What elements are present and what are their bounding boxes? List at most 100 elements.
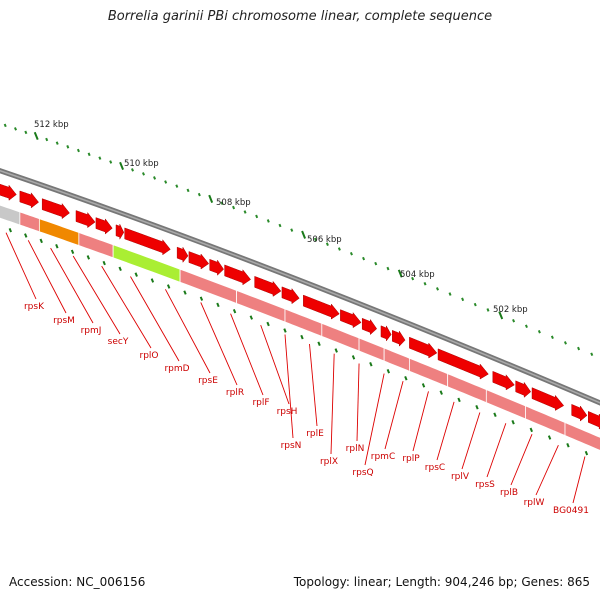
- map-title: Borrelia garinii PBi chromosome linear, …: [107, 9, 493, 24]
- gene-label-leader: [284, 334, 294, 439]
- forward-gene-arrow: [224, 264, 251, 286]
- ruler-minor-tick: [550, 335, 554, 340]
- gene-label: rpsM: [53, 316, 75, 326]
- genome-summary-text: Topology: linear; Length: 904,246 bp; Ge…: [293, 575, 590, 589]
- ruler-minor-tick: [255, 214, 259, 219]
- ruler-minor-tick: [186, 188, 190, 193]
- forward-gene-arrow: [0, 183, 17, 201]
- gene-label: rpsE: [198, 376, 218, 386]
- ruler-minor-tick: [386, 266, 390, 271]
- ruler-minor-tick: [175, 184, 179, 188]
- reverse-strand-track: [0, 204, 600, 451]
- track-tick: [24, 233, 28, 238]
- ruler-minor-tick: [3, 123, 7, 128]
- ruler-major-tick: [33, 131, 39, 140]
- label-leader-lines: [5, 232, 586, 504]
- ruler-minor-tick: [55, 141, 59, 145]
- gene-label: rpsN: [281, 441, 302, 451]
- reverse-gene-segment: [564, 421, 600, 451]
- track-tick: [166, 284, 171, 289]
- ruler-minor-tick: [537, 329, 541, 334]
- forward-gene-arrow: [209, 258, 224, 276]
- forward-gene-arrow: [409, 336, 438, 359]
- gene-label: rplP: [402, 454, 420, 464]
- track-tick: [134, 272, 138, 277]
- gene-label-leader: [384, 381, 404, 450]
- ruler-minor-tick: [337, 247, 341, 251]
- track-tick: [283, 328, 287, 333]
- ruler-minor-tick: [220, 201, 224, 205]
- ruler-minor-tick: [98, 156, 102, 160]
- ruler-minor-tick: [142, 172, 145, 176]
- gene-label-leader: [364, 373, 385, 466]
- forward-gene-arrow: [515, 380, 532, 398]
- ruler-major-tick: [498, 311, 504, 320]
- gene-label: rplR: [226, 388, 244, 398]
- track-tick: [369, 362, 373, 367]
- ruler-ticks: [3, 123, 594, 456]
- forward-gene-arrow: [361, 317, 378, 336]
- gene-label-leader: [50, 247, 94, 324]
- reverse-gene-segment: [485, 389, 526, 420]
- pseudogene-segment: [0, 204, 21, 226]
- forward-gene-arrow: [492, 370, 515, 391]
- track-tick: [511, 420, 515, 425]
- forward-gene-arrow: [437, 348, 489, 380]
- ruler-minor-tick: [109, 160, 113, 164]
- ruler-minor-tick: [325, 242, 329, 246]
- ruler-minor-tick: [423, 281, 427, 286]
- ruler-minor-tick: [164, 180, 168, 184]
- gene-label-leader: [412, 391, 429, 452]
- forward-gene-arrow: [281, 286, 300, 305]
- track-tick: [150, 278, 155, 283]
- gene-label-leader: [461, 412, 481, 470]
- highlighted-gene-green: [112, 244, 181, 283]
- ruler-label: 506 kbp: [307, 235, 342, 245]
- forward-strand-track: [0, 183, 600, 430]
- backbone-line: [0, 168, 600, 406]
- track-tick: [232, 308, 237, 314]
- track-tick: [584, 450, 589, 456]
- forward-gene-arrow: [75, 210, 96, 229]
- gene-label: rplB: [500, 488, 518, 498]
- ruler-minor-tick: [313, 237, 317, 242]
- gene-label-leader: [230, 313, 264, 396]
- gene-label: rplF: [252, 398, 269, 408]
- forward-gene-arrow: [380, 324, 392, 342]
- reverse-gene-segment: [78, 231, 114, 259]
- track-tick: [317, 341, 321, 346]
- ruler-minor-tick: [486, 308, 490, 312]
- gene-label: rpsQ: [352, 468, 373, 478]
- ruler-minor-tick: [473, 302, 477, 307]
- reverse-gene-segment: [19, 211, 40, 233]
- track-tick: [439, 390, 443, 395]
- forward-gene-arrow: [531, 387, 565, 411]
- track-tick: [351, 355, 356, 360]
- gene-label-leader: [309, 343, 318, 427]
- track-tick: [86, 255, 91, 260]
- ruler-minor-tick: [76, 148, 80, 153]
- track-tick: [334, 348, 338, 353]
- gene-label-leader: [5, 232, 37, 300]
- ruler-minor-tick: [362, 256, 366, 261]
- ruler-minor-tick: [197, 192, 201, 197]
- gene-label: rplW: [524, 498, 545, 508]
- ruler-minor-tick: [461, 297, 465, 302]
- ruler-label: 512 kbp: [34, 120, 69, 130]
- gene-label: rpsK: [24, 302, 45, 312]
- ruler-minor-tick: [278, 223, 282, 228]
- gene-label-leader: [330, 353, 335, 455]
- gene-label: secY: [108, 337, 129, 347]
- ruler-minor-tick: [436, 287, 439, 291]
- track-tick: [249, 315, 253, 320]
- track-tick: [266, 321, 270, 327]
- gene-label: rpsS: [475, 480, 495, 490]
- track-tick: [547, 435, 552, 440]
- forward-gene-arrow: [115, 224, 125, 241]
- track-tick: [457, 397, 461, 403]
- forward-gene-arrow: [41, 198, 70, 220]
- ruler-minor-tick: [524, 324, 528, 328]
- gene-label: rpsC: [425, 463, 445, 473]
- gene-label-leader: [130, 276, 180, 362]
- gene-label-leader: [27, 240, 67, 314]
